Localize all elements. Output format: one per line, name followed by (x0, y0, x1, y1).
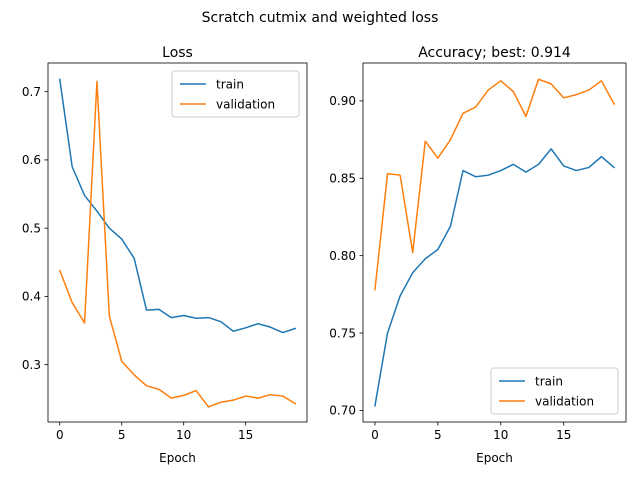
chart-0-ytick-label: 0.5 (22, 221, 41, 235)
chart-1-ytick-label: 0.80 (329, 249, 356, 263)
chart-0-legend-label: validation (216, 97, 275, 111)
chart-0-xtick-label: 10 (176, 428, 191, 442)
chart-0-xtick-label: 15 (238, 428, 253, 442)
chart-1-ytick-label: 0.90 (329, 94, 356, 108)
chart-1-xtick-label: 5 (434, 428, 442, 442)
chart-0-legend-label: train (216, 77, 244, 91)
chart-0-title: Loss (162, 45, 193, 61)
accuracy-chart: Accuracy; best: 0.914 0 5 10 15 0.70 0.75 0.80 0… (329, 45, 627, 465)
chart-1-legend-box (490, 367, 619, 415)
chart-1-xlabel: Epoch (476, 451, 513, 465)
chart-1-legend: train validation (490, 367, 619, 415)
chart-0-xlabel: Epoch (159, 451, 196, 465)
chart-0-ytick-label: 0.4 (22, 290, 41, 304)
chart-0-frame (47, 62, 308, 423)
chart-0-ytick-label: 0.6 (22, 153, 41, 167)
chart-0-ytick-label: 0.7 (22, 85, 41, 99)
chart-1-legend-label: validation (535, 394, 594, 408)
chart-1-xtick-label: 0 (371, 428, 379, 442)
chart-0-xtick-label: 5 (118, 428, 126, 442)
chart-0-series-validation (58, 80, 297, 408)
chart-1-ytick-label: 0.85 (329, 172, 356, 186)
chart-1-legend-label: train (535, 374, 563, 388)
chart-1-xtick-label: 15 (556, 428, 571, 442)
figure-title: Scratch cutmix and weighted loss (202, 10, 439, 26)
chart-1-xtick-label: 10 (493, 428, 508, 442)
chart-1-series-validation (374, 78, 616, 291)
loss-chart: Loss 0 5 10 15 0.3 0.4 0.5 0.6 0.7 Epoch train valid… (22, 45, 308, 465)
chart-1-series-train (374, 148, 616, 407)
chart-0-legend: train validation (171, 70, 300, 118)
chart-1-ytick-label: 0.75 (329, 326, 356, 340)
chart-1-ytick-label: 0.70 (329, 404, 356, 418)
chart-1-frame (362, 62, 627, 423)
chart-0-xtick-label: 0 (56, 428, 64, 442)
chart-1-title: Accuracy; best: 0.914 (418, 45, 571, 61)
chart-0-series-train (58, 78, 297, 334)
chart-0-ytick-label: 0.3 (22, 358, 41, 372)
chart-0-legend-box (171, 70, 300, 118)
